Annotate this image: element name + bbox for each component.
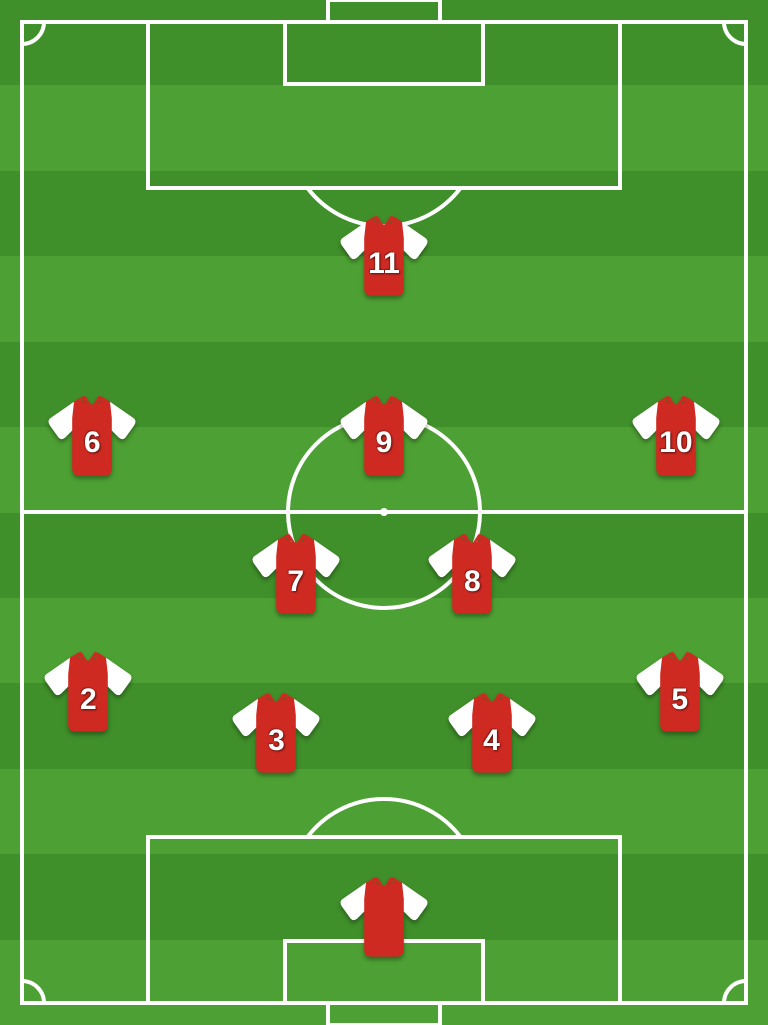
player-shirt: 7 [251,528,341,620]
player-number: 2 [43,683,133,717]
player-shirt: 3 [231,687,321,779]
player-number: 4 [447,724,537,758]
player-number: 8 [427,565,517,599]
player-shirt: 4 [447,687,537,779]
player-number: 9 [339,426,429,460]
player-shirt: 9 [339,390,429,482]
player-shirt: 11 [339,210,429,302]
player-shirt [339,871,429,963]
player-number: 3 [231,724,321,758]
player-shirt: 8 [427,528,517,620]
player-shirt: 10 [631,390,721,482]
player-number: 10 [631,426,721,460]
player-number: 7 [251,565,341,599]
player-number: 5 [635,683,725,717]
player-shirt: 6 [47,390,137,482]
player-shirt: 2 [43,646,133,738]
player-number: 11 [339,247,429,281]
player-shirt: 5 [635,646,725,738]
pitch: 2 3 4 5 7 8 6 9 [0,0,768,1025]
player-number: 6 [47,426,137,460]
